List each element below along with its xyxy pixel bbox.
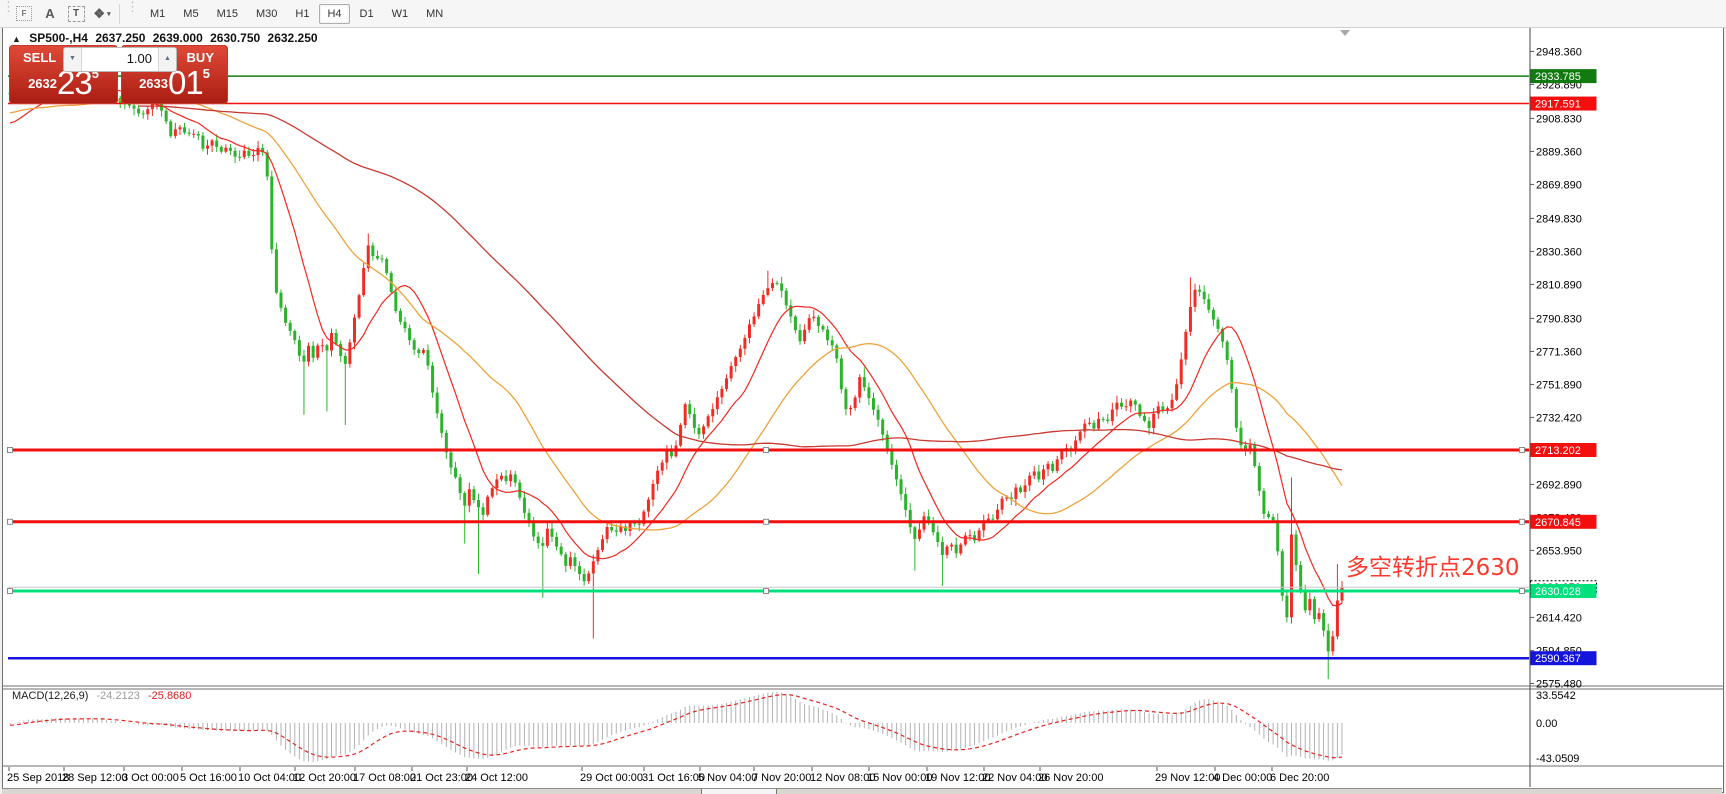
tf-button-W1[interactable]: W1 — [391, 7, 409, 20]
toolbar-grip-2[interactable]: ⋮ — [126, 0, 139, 14]
buy-button[interactable]: BUY — [186, 50, 214, 65]
tf-button-H4[interactable]: H4 — [319, 3, 350, 24]
ohlc-header: ▲ SP500-,H4 2637.250 2639.000 2630.750 2… — [12, 31, 322, 45]
chevron-down-icon: ▾ — [107, 10, 111, 18]
volume-input[interactable]: 1.00 — [82, 48, 158, 71]
active-chart-tab[interactable] — [701, 789, 777, 794]
tf-button-MN[interactable]: MN — [426, 7, 444, 20]
letter-t-icon: T — [67, 5, 85, 22]
volume-increase-button[interactable]: ▲ — [158, 48, 176, 71]
buy-price-prefix: 2633 — [139, 76, 168, 91]
new-order-grid-icon[interactable]: F — [12, 3, 36, 24]
high-value: 2639.000 — [152, 31, 203, 45]
macd-name: MACD(12,26,9) — [12, 690, 89, 702]
symbol-label: SP500-,H4 — [29, 31, 88, 45]
tf-button-M15[interactable]: M15 — [216, 7, 238, 20]
chart-annotation[interactable]: 多空转折点2630 — [1346, 555, 1520, 581]
tf-button-M1[interactable]: M1 — [150, 7, 166, 20]
text-label-icon[interactable]: T — [64, 3, 88, 24]
tf-button-H1[interactable]: H1 — [295, 7, 310, 20]
chart-tab-bar[interactable] — [2, 788, 1722, 794]
chart-window — [2, 27, 1724, 793]
toolbar-grip[interactable]: ⋮ — [2, 0, 15, 14]
buy-price-sup: 5 — [202, 66, 210, 81]
sell-price-prefix: 2632 — [28, 76, 57, 91]
arrows-tool-icon[interactable]: ❖ ▾ — [90, 3, 114, 24]
macd-indicator-label: MACD(12,26,9) -24.2123 -25.8680 — [12, 690, 191, 702]
diamond-icon: ❖ — [93, 5, 106, 21]
collapse-triangle-icon[interactable]: ▲ — [12, 34, 21, 44]
sell-price-sup: 5 — [91, 66, 99, 81]
macd-signal-value: -25.8680 — [147, 690, 192, 702]
open-value: 2637.250 — [95, 31, 146, 45]
grid-f-icon: F — [16, 6, 32, 21]
tf-button-M5[interactable]: M5 — [183, 7, 199, 20]
toolbar: ⋮ F A T ❖ ▾ ⋮ M1 M5 M15 M30 H1 H4 D1 W1 MN — [0, 0, 1726, 28]
tf-button-D1[interactable]: D1 — [359, 7, 374, 20]
sell-button[interactable]: SELL — [23, 50, 57, 65]
toolbar-divider — [119, 3, 120, 24]
volume-decrease-button[interactable]: ▼ — [64, 48, 82, 71]
close-value: 2632.250 — [267, 31, 318, 45]
volume-control: ▼ 1.00 ▲ — [63, 47, 177, 72]
macd-main-value: -24.2123 — [96, 690, 140, 702]
text-annotation-icon[interactable]: A — [38, 3, 62, 24]
timeframe-bar: M1 M5 M15 M30 H1 H4 D1 W1 MN — [141, 3, 452, 24]
one-click-trading-panel: SELL 2632235 BUY 2633015 ▼ 1.00 ▲ — [9, 45, 228, 104]
letter-a-icon: A — [45, 6, 55, 21]
tf-button-M30[interactable]: M30 — [255, 7, 278, 20]
low-value: 2630.750 — [210, 31, 261, 45]
